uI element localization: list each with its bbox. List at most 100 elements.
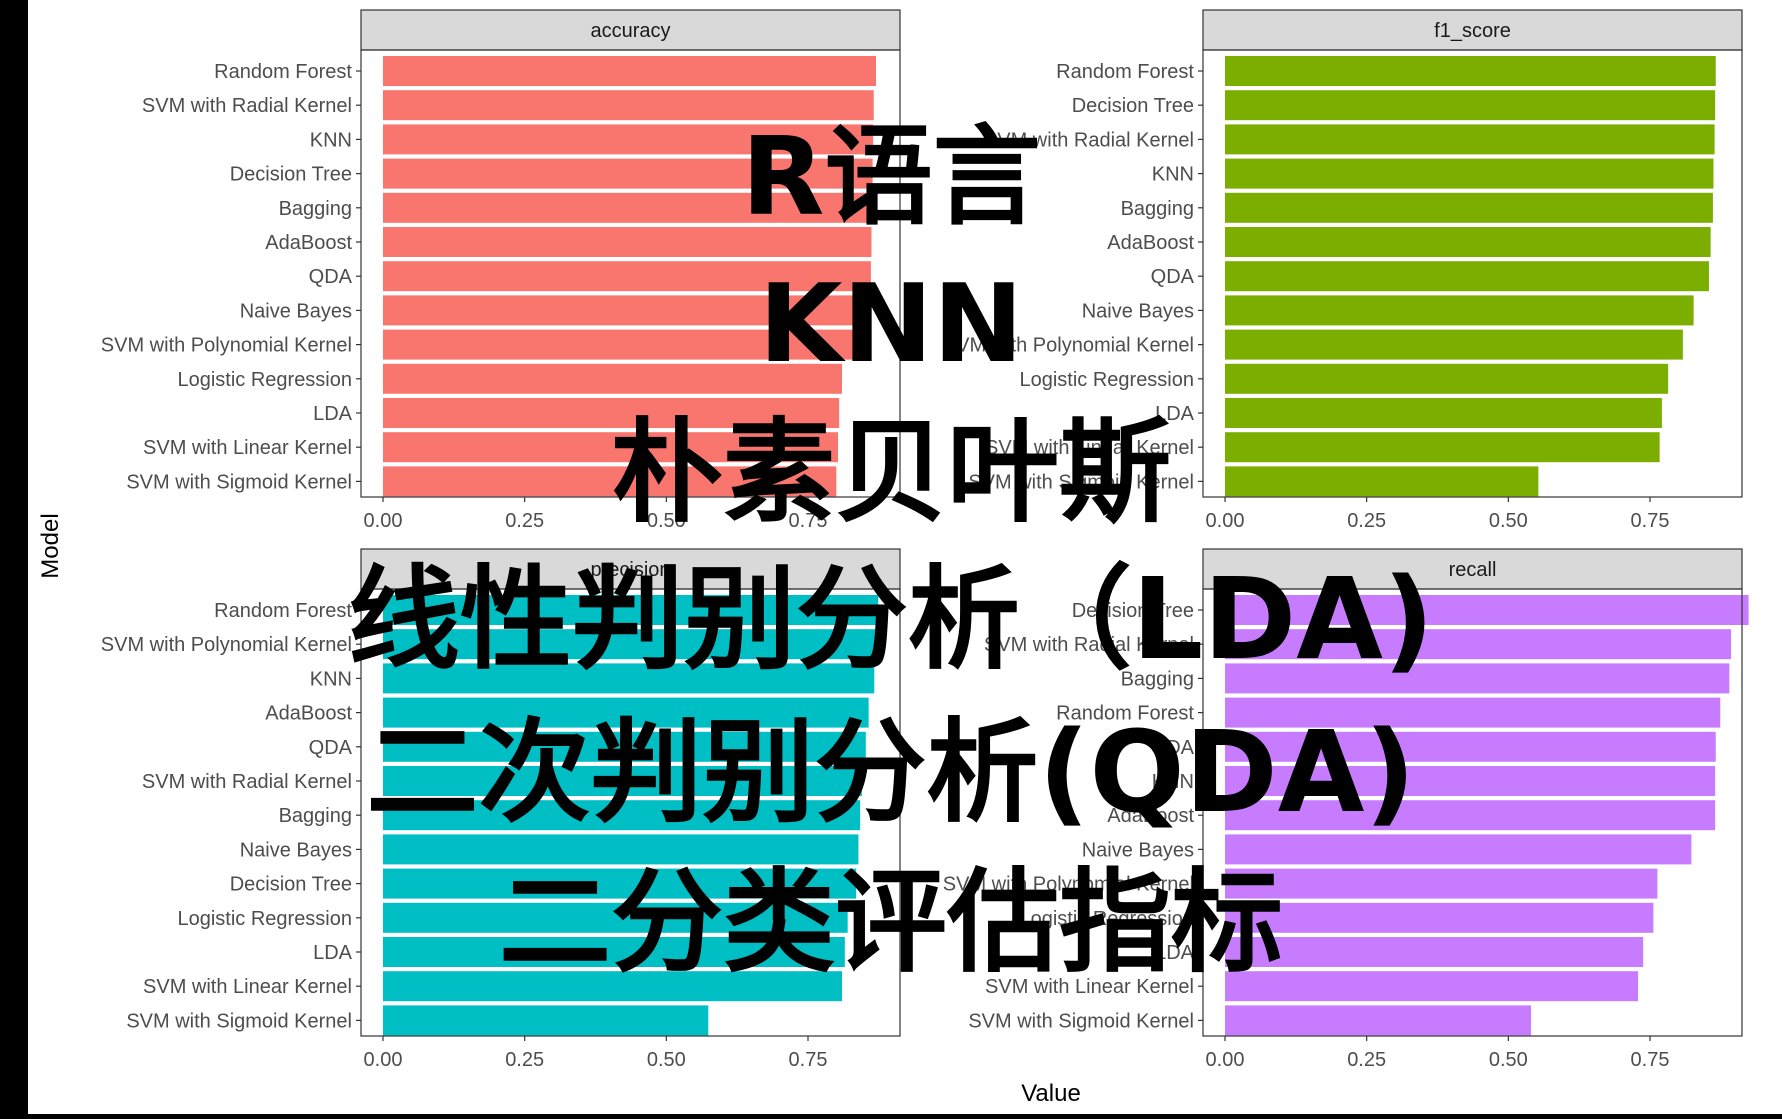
recall-bar — [1225, 697, 1721, 728]
accuracy-bar — [383, 90, 874, 121]
f1-score-x-tick-label: 0.75 — [1631, 510, 1670, 532]
precision-bar — [383, 1005, 709, 1036]
recall-bar — [1225, 937, 1644, 967]
precision-y-tick-label: SVM with Radial Kernel — [142, 771, 352, 793]
f1-score-y-tick-label: Naive Bayes — [1082, 300, 1194, 322]
accuracy-y-tick-label: QDA — [309, 266, 353, 288]
f1-score-bar — [1225, 90, 1716, 121]
recall-y-tick-label: SVM with Polynomial Kernel — [943, 874, 1194, 896]
precision-y-tick-label: KNN — [310, 668, 352, 690]
precision-y-tick-label: Logistic Regression — [177, 908, 352, 930]
recall-y-tick-label: AdaBoost — [1107, 805, 1194, 827]
accuracy-x-tick-label: 0.50 — [647, 510, 686, 532]
accuracy-y-tick-label: KNN — [310, 129, 352, 151]
f1-score-strip-label: f1_score — [1434, 20, 1511, 42]
f1-score-bar — [1225, 124, 1715, 155]
f1-score-panel-border — [1202, 49, 1743, 498]
recall-bar — [1225, 766, 1716, 796]
precision-bar — [383, 595, 879, 625]
recall-bar — [1225, 902, 1654, 933]
recall-x-tick-label: 0.25 — [1347, 1049, 1386, 1071]
f1-score-bar — [1225, 227, 1711, 257]
precision-bar — [383, 731, 866, 762]
recall-y-tick-label: KNN — [1152, 771, 1194, 793]
accuracy-y-tick-label: SVM with Sigmoid Kernel — [126, 471, 352, 493]
precision-bar — [383, 937, 845, 967]
recall-y-tick-label: SVM with Linear Kernel — [985, 976, 1194, 998]
accuracy-bar — [383, 227, 872, 257]
f1-score-bar — [1225, 192, 1713, 223]
accuracy-bar — [383, 192, 873, 223]
precision-y-tick-label: AdaBoost — [265, 703, 352, 725]
recall-bar — [1225, 595, 1749, 625]
accuracy-x-tick-label: 0.75 — [789, 510, 828, 532]
recall-y-tick-label: SVM with Sigmoid Kernel — [968, 1010, 1194, 1032]
precision-y-tick-label: SVM with Polynomial Kernel — [101, 634, 352, 656]
f1-score-bar — [1225, 56, 1716, 86]
accuracy-y-tick-label: Bagging — [279, 198, 352, 220]
recall-panel-border — [1202, 588, 1743, 1037]
y-axis-title: Model — [37, 513, 64, 578]
accuracy-y-tick-label: SVM with Polynomial Kernel — [101, 335, 352, 357]
precision-strip-label: precision — [590, 559, 670, 581]
recall-strip — [1202, 548, 1743, 590]
accuracy-panel-border — [360, 49, 901, 498]
recall-bar — [1225, 800, 1716, 831]
f1-score-x-tick-label: 0.25 — [1347, 510, 1386, 532]
precision-y-tick-label: Decision Tree — [230, 874, 352, 896]
recall-x-tick-label: 0.50 — [1489, 1049, 1528, 1071]
precision-bar — [383, 697, 869, 728]
recall-y-tick-label: SVM with Radial Kernel — [984, 634, 1194, 656]
f1-score-strip — [1202, 9, 1743, 51]
f1-score-bar — [1225, 398, 1662, 428]
precision-x-tick-label: 0.00 — [364, 1049, 403, 1071]
precision-y-tick-label: SVM with Linear Kernel — [143, 976, 352, 998]
recall-y-tick-label: Logistic Regression — [1019, 908, 1194, 930]
accuracy-y-tick-label: SVM with Radial Kernel — [142, 95, 352, 117]
accuracy-bar — [383, 329, 865, 360]
accuracy-y-tick-label: SVM with Linear Kernel — [143, 437, 352, 459]
precision-x-tick-label: 0.75 — [789, 1049, 828, 1071]
f1-score-y-tick-label: Bagging — [1121, 198, 1194, 220]
f1-score-y-tick-label: KNN — [1152, 164, 1194, 186]
f1-score-y-tick-label: Decision Tree — [1072, 95, 1194, 117]
precision-x-tick-label: 0.50 — [647, 1049, 686, 1071]
precision-x-tick-label: 0.25 — [505, 1049, 544, 1071]
accuracy-y-tick-label: Random Forest — [214, 61, 352, 83]
accuracy-y-tick-label: LDA — [313, 403, 353, 425]
f1-score-y-tick-label: Logistic Regression — [1019, 369, 1194, 391]
f1-score-bar — [1225, 295, 1694, 326]
f1-score-y-tick-label: AdaBoost — [1107, 232, 1194, 254]
recall-y-tick-label: LDA — [1155, 942, 1195, 964]
recall-y-tick-label: Decision Tree — [1072, 600, 1194, 622]
f1-score-bar — [1225, 363, 1669, 394]
accuracy-strip — [360, 9, 901, 51]
f1-score-bar — [1225, 432, 1660, 463]
f1-score-x-tick-label: 0.00 — [1206, 510, 1245, 532]
precision-bar — [383, 766, 862, 796]
accuracy-y-tick-label: Naive Bayes — [240, 300, 352, 322]
precision-bar — [383, 902, 848, 933]
recall-bar — [1225, 1005, 1531, 1036]
f1-score-bar — [1225, 329, 1683, 360]
f1-score-y-tick-label: SVM with Linear Kernel — [985, 437, 1194, 459]
accuracy-bar — [383, 158, 873, 189]
accuracy-bar — [383, 295, 868, 326]
precision-y-tick-label: Naive Bayes — [240, 839, 352, 861]
precision-panel-border — [360, 588, 901, 1037]
recall-x-tick-label: 0.75 — [1631, 1049, 1670, 1071]
precision-bar — [383, 629, 876, 660]
recall-bar — [1225, 629, 1732, 660]
recall-strip-label: recall — [1449, 559, 1497, 581]
precision-y-tick-label: Random Forest — [214, 600, 352, 622]
f1-score-bar — [1225, 466, 1539, 497]
accuracy-bar — [383, 363, 842, 394]
precision-y-tick-label: LDA — [313, 942, 353, 964]
accuracy-strip-label: accuracy — [590, 20, 670, 42]
recall-x-tick-label: 0.00 — [1206, 1049, 1245, 1071]
accuracy-y-tick-label: Logistic Regression — [177, 369, 352, 391]
accuracy-x-tick-label: 0.25 — [505, 510, 544, 532]
precision-bar — [383, 663, 875, 694]
f1-score-y-tick-label: QDA — [1151, 266, 1195, 288]
accuracy-y-tick-label: AdaBoost — [265, 232, 352, 254]
